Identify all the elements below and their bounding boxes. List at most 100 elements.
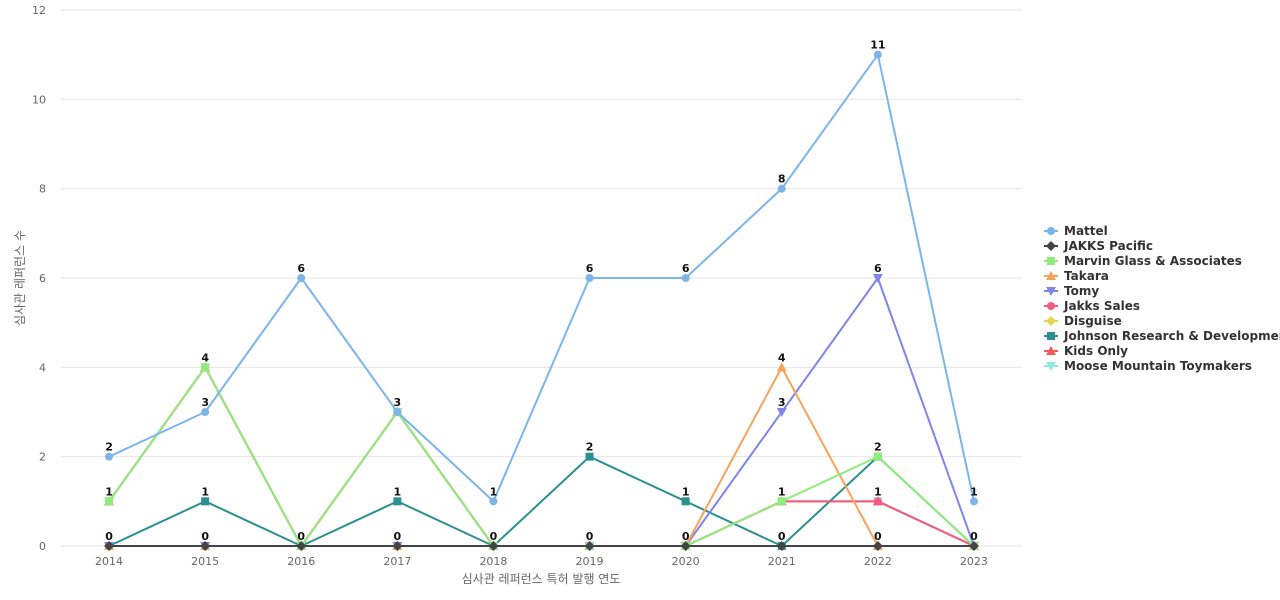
data-label: 0 (970, 530, 978, 543)
data-label: 6 (682, 262, 690, 275)
data-label: 1 (970, 485, 978, 498)
legend-label: Disguise (1064, 314, 1122, 328)
data-point (585, 274, 594, 282)
data-point (105, 497, 114, 506)
data-label: 4 (201, 351, 209, 364)
data-point (105, 452, 114, 461)
data-point (392, 541, 403, 551)
legend-marker (1046, 271, 1056, 280)
data-label: 0 (874, 530, 882, 543)
data-label: 2 (105, 441, 113, 454)
legend-label: Marvin Glass & Associates (1064, 254, 1242, 268)
data-label: 0 (297, 530, 305, 543)
series-tomy (104, 274, 979, 551)
data-point (201, 497, 210, 506)
x-tick-label: 2015 (191, 555, 219, 568)
y-tick-label: 2 (39, 451, 46, 464)
legend-label: Johnson Research & Development (1063, 329, 1280, 343)
legend-label: Mattel (1064, 224, 1108, 238)
data-point (681, 274, 690, 282)
data-label: 11 (870, 39, 885, 52)
data-label: 3 (778, 396, 786, 409)
data-point (104, 541, 115, 551)
series-line (108, 53, 975, 503)
data-point (873, 50, 882, 59)
data-point (297, 274, 306, 282)
x-tick-label: 2014 (95, 555, 123, 568)
x-tick-label: 2017 (383, 555, 411, 568)
data-point (489, 497, 498, 506)
legend-label: Jakks Sales (1063, 299, 1140, 313)
legend-item: Mattel (1044, 224, 1108, 238)
y-tick-label: 4 (39, 361, 46, 374)
data-label: 8 (778, 173, 786, 186)
legend-item: Takara (1044, 269, 1109, 283)
data-label: 1 (490, 485, 498, 498)
data-label: 6 (874, 262, 882, 275)
legend-marker (1046, 241, 1056, 251)
data-label: 0 (682, 530, 690, 543)
data-label: 2 (586, 441, 594, 454)
legend-marker (1046, 287, 1056, 296)
legend-item: Kids Only (1044, 344, 1128, 358)
x-tick-label: 2018 (479, 555, 507, 568)
series-jakks-pacific (104, 541, 979, 551)
x-tick-label: 2016 (287, 555, 315, 568)
y-tick-label: 10 (32, 93, 46, 106)
data-point (393, 408, 402, 416)
legend-item: Marvin Glass & Associates (1044, 254, 1242, 268)
legend-marker (1046, 362, 1056, 371)
legend-marker (1047, 257, 1055, 265)
x-tick-label: 2022 (864, 555, 892, 568)
legend-label: Moose Mountain Toymakers (1064, 359, 1252, 373)
data-label: 1 (105, 485, 113, 498)
legend-item: Disguise (1044, 314, 1122, 328)
y-tick-label: 0 (39, 540, 46, 553)
data-point (968, 541, 979, 551)
data-label: 1 (874, 485, 882, 498)
data-label: 0 (105, 530, 113, 543)
data-point (200, 541, 211, 551)
legend-label: Tomy (1064, 284, 1099, 298)
data-label: 1 (394, 485, 402, 498)
data-label: 6 (586, 262, 594, 275)
data-point (488, 541, 499, 551)
data-point (201, 408, 210, 416)
data-point (681, 497, 690, 506)
x-tick-label: 2021 (768, 555, 796, 568)
legend-item: Johnson Research & Development (1044, 329, 1280, 343)
data-label: 0 (586, 530, 594, 543)
data-point (201, 363, 210, 372)
data-label: 1 (682, 485, 690, 498)
data-label: 0 (490, 530, 498, 543)
y-tick-label: 6 (39, 272, 46, 285)
data-label: 2 (874, 441, 882, 454)
x-tick-label: 2019 (576, 555, 604, 568)
y-axis-title: 심사관 레퍼런스 수 (13, 230, 27, 326)
x-axis-title: 심사관 레퍼런스 특허 발행 연도 (462, 571, 621, 586)
series-line (109, 277, 975, 547)
legend-item: JAKKS Pacific (1044, 239, 1153, 253)
legend-marker (1047, 332, 1055, 340)
legend-item: Moose Mountain Toymakers (1044, 359, 1252, 373)
legend-marker (1047, 227, 1055, 235)
data-point (777, 497, 786, 506)
legend-label: Takara (1064, 269, 1109, 283)
data-label: 3 (201, 396, 209, 409)
legend-label: Kids Only (1064, 344, 1128, 358)
data-point (776, 541, 787, 551)
legend-marker (1046, 346, 1056, 355)
data-point (584, 541, 595, 551)
data-label: 0 (394, 530, 402, 543)
x-tick-label: 2020 (672, 555, 700, 568)
series-mattel (105, 50, 978, 506)
data-point (969, 497, 978, 506)
data-point (296, 541, 307, 551)
legend-marker (1047, 302, 1055, 310)
legend-item: Jakks Sales (1044, 299, 1140, 313)
data-point (777, 184, 786, 193)
legend-label: JAKKS Pacific (1063, 239, 1153, 253)
data-point (393, 497, 402, 506)
data-point (872, 541, 883, 551)
